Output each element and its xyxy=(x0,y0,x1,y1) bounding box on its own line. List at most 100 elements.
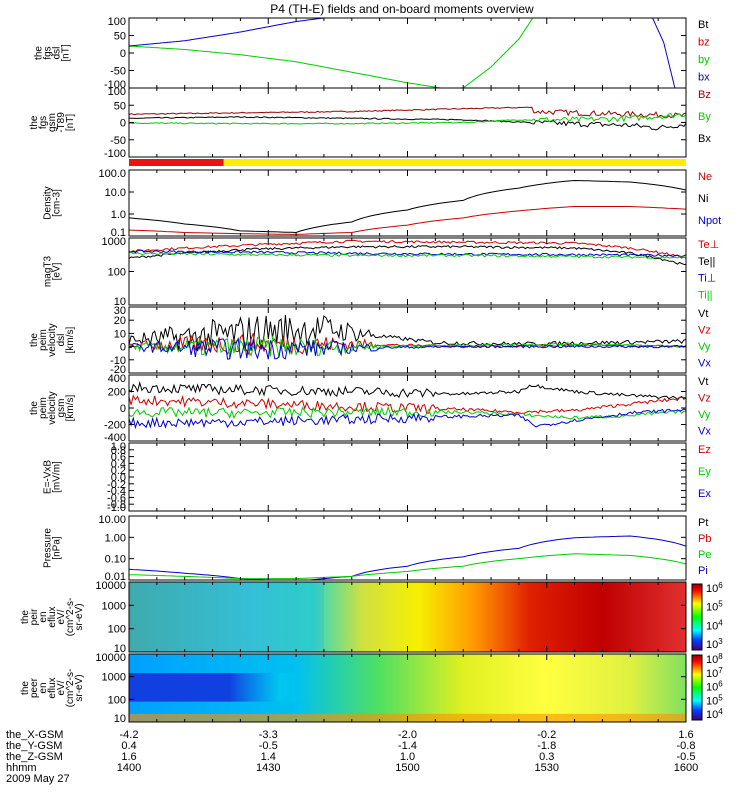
y-tick-label: 100 xyxy=(108,86,126,98)
footer-row-label: the_X-GSM xyxy=(6,729,63,741)
series-line-Ti_perp xyxy=(129,249,686,258)
panel-frame xyxy=(128,442,687,512)
panel-frame xyxy=(128,169,687,237)
electron-spectrogram-core xyxy=(129,673,464,702)
footer-row-label: hhmm xyxy=(6,762,37,774)
y-tick-label: 100 xyxy=(108,694,126,706)
footer-value: 0.4 xyxy=(121,740,136,752)
footer-value: 1.4 xyxy=(261,751,276,763)
y-axis-label: [eV] xyxy=(52,262,63,280)
colorbar-label: 105 xyxy=(706,693,723,707)
legend-entry: Bt xyxy=(698,19,708,31)
legend-entry: Ey xyxy=(698,466,711,478)
legend-entry: by xyxy=(698,54,710,66)
ion-spectrogram-shade xyxy=(129,582,324,652)
legend-entry: Ti|| xyxy=(698,289,712,301)
footer-value: -0.5 xyxy=(259,740,278,752)
y-axis-label: velocity xyxy=(47,323,58,356)
y-tick-label: 30 xyxy=(114,305,126,317)
y-tick-label: -50 xyxy=(110,135,126,147)
footer-value: -1.8 xyxy=(537,740,556,752)
colorbar-scale xyxy=(691,583,703,651)
panel-density: 100.0 10.0 1.0 0.1 Density[cm-3] Ne Ni Npot xyxy=(43,168,722,239)
colorbar-scale xyxy=(691,654,703,721)
footer-value: 1530 xyxy=(535,762,559,774)
y-tick-label: -50 xyxy=(110,66,126,78)
y-axis-label: magT3 xyxy=(43,256,54,288)
y-tick-label: -10 xyxy=(110,355,126,367)
legend-entry: By xyxy=(698,111,711,123)
series-line-Ti_par xyxy=(129,252,686,259)
y-tick-label: 20 xyxy=(114,315,126,327)
y-axis-label: the xyxy=(29,401,40,415)
footer-value: -0.2 xyxy=(537,729,556,741)
legend-entry: Pb xyxy=(698,533,711,545)
y-tick-label: 10 xyxy=(114,328,126,340)
colorbar-label: 106 xyxy=(706,581,723,595)
series-line-Vx xyxy=(129,408,686,430)
series-line-by xyxy=(129,45,441,88)
y-axis-label: eflux xyxy=(47,606,58,627)
y-tick-label: 100.0 xyxy=(98,168,126,180)
panel-frame xyxy=(128,87,687,158)
y-axis-label: the xyxy=(29,115,40,129)
series-line-bx xyxy=(652,18,676,88)
footer-value: -4.2 xyxy=(120,729,139,741)
y-tick-label: 1000 xyxy=(102,672,126,684)
series-group xyxy=(129,106,686,131)
legend-entry: bz xyxy=(698,37,710,49)
y-axis-label: en xyxy=(38,611,49,622)
colorbar-ion: 106 105 104 103 xyxy=(691,581,723,651)
footer-value: 1430 xyxy=(256,762,280,774)
panel-pressure: 10.00 1.00 0.10 0.01 Pressure[nPa] Pt Pb Pe Pi xyxy=(43,514,712,583)
y-tick-label: 1.0 xyxy=(111,209,126,221)
series-line-Pi xyxy=(129,535,686,580)
series-line-Vz xyxy=(129,333,686,357)
y-tick-label: -200 xyxy=(104,420,126,432)
y-axis-label: gsm xyxy=(47,113,58,132)
footer-value: 1500 xyxy=(395,762,419,774)
legend-entry: Ne xyxy=(698,171,712,183)
y-axis-label: [nT] xyxy=(61,44,72,61)
footer-value: -3.3 xyxy=(259,729,278,741)
y-tick-label: 200 xyxy=(108,387,126,399)
footer-value: 1.6 xyxy=(678,729,693,741)
y-tick-label: -0.2 xyxy=(107,479,126,491)
y-tick-label: 1.00 xyxy=(105,532,126,544)
footer-value: 1.6 xyxy=(121,751,136,763)
y-tick-label: 0.10 xyxy=(105,554,126,566)
y-tick-label: 0.6 xyxy=(111,452,126,464)
y-axis-label: [km/s] xyxy=(65,326,76,353)
footer-value: 0.3 xyxy=(539,751,554,763)
series-line-Ni xyxy=(129,179,686,234)
series-line-Vx xyxy=(129,337,686,360)
y-axis-label: (cm^2-s- xyxy=(65,598,76,637)
series-group xyxy=(129,535,686,580)
y-tick-label: 0.8 xyxy=(111,445,126,457)
series-group xyxy=(129,18,676,88)
legend-entry: Npot xyxy=(698,215,721,227)
series-group xyxy=(129,179,686,235)
footer-value: -0.5 xyxy=(677,751,696,763)
series-line-Bz xyxy=(129,106,686,119)
legend-entry: Te⊥ xyxy=(698,239,719,251)
legend-entry: Te|| xyxy=(698,256,715,268)
legend-entry: Ez xyxy=(698,444,711,456)
y-tick-label: 0.2 xyxy=(111,465,126,477)
y-tick-label: 10.00 xyxy=(98,514,126,526)
y-tick-label: 400 xyxy=(108,373,126,385)
panel-efield: 1.00.80.60.40.20.0-0.2-0.4-0.6-0.8-1.0 E=… xyxy=(43,441,712,514)
y-tick-label: 50 xyxy=(114,100,126,112)
series-line-by xyxy=(462,18,534,88)
legend-entry: Pe xyxy=(698,549,711,561)
y-axis-label: eflux xyxy=(47,677,58,698)
legend-entry: Ti⊥ xyxy=(698,273,716,285)
y-tick-label: -0.4 xyxy=(107,486,126,498)
series-line-By xyxy=(129,113,686,125)
panel-frame xyxy=(128,237,687,306)
legend-entry: Vt xyxy=(698,308,708,320)
y-axis-label: [cm-3] xyxy=(52,189,63,217)
